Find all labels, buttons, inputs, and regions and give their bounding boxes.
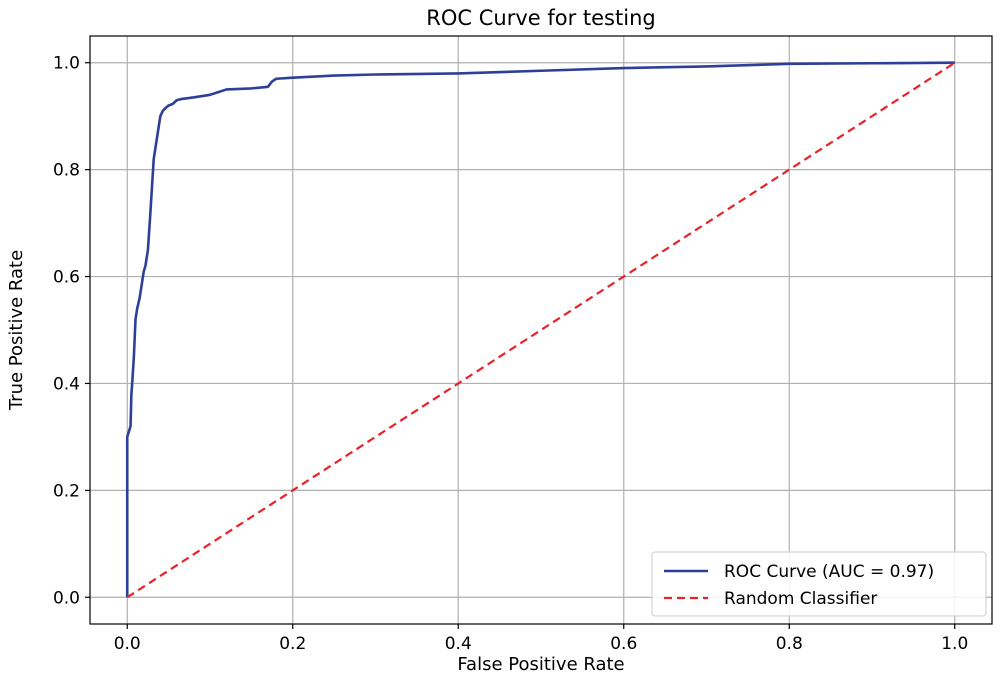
y-tick-label: 0.2 [53, 481, 80, 501]
legend: ROC Curve (AUC = 0.97) Random Classifier [651, 551, 987, 617]
y-axis-title: True Positive Rate [6, 250, 27, 411]
y-tick-label: 0.8 [53, 161, 80, 181]
grid [90, 36, 992, 624]
x-tick-label: 0.0 [114, 634, 141, 654]
legend-box [651, 551, 987, 617]
y-tick-label: 0.6 [53, 268, 80, 288]
y-tick-label: 0.4 [53, 374, 80, 394]
random-classifier-line [126, 61, 956, 599]
plot-frame [89, 35, 993, 625]
chart-title: ROC Curve for testing [426, 6, 655, 30]
x-tick-label: 1.0 [941, 634, 968, 654]
x-tick-label: 0.2 [279, 634, 306, 654]
x-tick-label: 0.6 [610, 634, 637, 654]
series-group [125, 61, 956, 599]
y-tick-label: 1.0 [53, 54, 80, 74]
y-tick-label: 0.0 [53, 588, 80, 608]
x-tick-label: 0.4 [445, 634, 472, 654]
ticks: 0.0 0.2 0.4 0.6 0.8 1.0 0.0 0.2 0.4 0.6 0.8 1.0 [53, 54, 968, 654]
legend-label-random: Random Classifier [724, 589, 877, 609]
x-tick-label: 0.8 [776, 634, 803, 654]
roc-curve-line [125, 61, 955, 598]
legend-label-roc: ROC Curve (AUC = 0.97) [724, 562, 934, 582]
x-axis-title: False Positive Rate [457, 654, 624, 675]
